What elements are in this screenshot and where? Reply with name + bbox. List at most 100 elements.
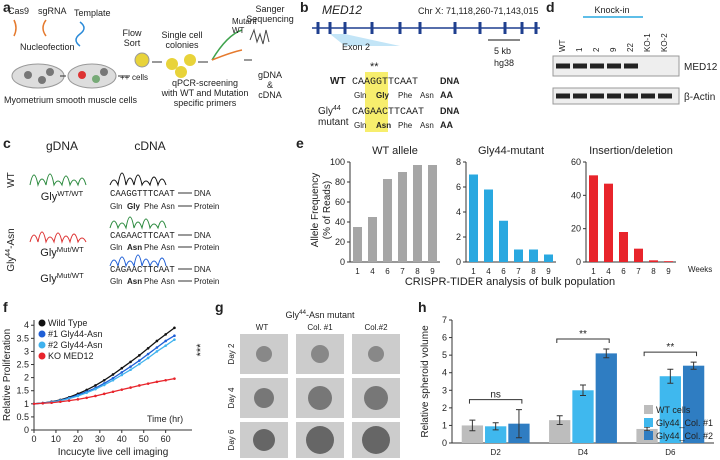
y-tick-label: 2 [442,403,447,413]
label: Gly [376,91,389,100]
label-base: Gly [41,191,58,203]
label: & [267,80,273,90]
y-tick-label: 3 [24,346,29,356]
label: mutant [318,117,349,128]
panel-label: d [546,0,555,15]
label: Protein [194,202,219,211]
legend-label: #1 Gly44-Asn [48,329,103,339]
label: 22 [626,43,635,52]
label: Asn [127,277,142,286]
label: WT [6,172,17,188]
point [41,401,45,405]
bar [619,232,628,262]
point [155,380,159,384]
point [164,339,167,343]
axis [349,162,440,263]
label: MED12 [684,62,718,73]
label: Phe [144,277,159,286]
point [111,378,115,382]
label: Sort [124,38,141,48]
y-tick-label: 20 [335,237,345,247]
label: Asn [420,121,434,130]
annotation: ** [579,329,587,340]
label: gDNA [258,70,282,80]
label: WT [558,39,567,52]
point [129,368,132,372]
label: Day 6 [227,429,236,450]
point [146,352,150,356]
label: WT [232,26,245,35]
legend-swatch [644,405,653,414]
y-tick-label: 40 [335,217,345,227]
error-bar [469,419,476,432]
label: Day 4 [227,387,236,408]
panel-label: b [300,0,309,15]
legend-label: Wild Type [48,318,87,328]
x-tick-label: 9 [666,267,671,276]
label: Phe [398,91,413,100]
error-bar [690,361,697,370]
point [164,344,167,347]
x-tick-label: 1 [471,267,476,276]
label: GlyMut/WT [40,245,84,259]
bar [649,260,658,262]
legend-dot [38,352,46,360]
label: Exon 2 [342,42,370,52]
legend-dot [38,319,46,327]
label: Nucleofection [20,42,75,52]
label: GlyWT/WT [41,189,84,203]
label: Asn [420,91,434,100]
label-sup: 44 [299,309,307,316]
point [138,384,141,387]
label: gDNA [46,139,78,153]
error-bar [603,348,610,359]
bracket [468,399,523,404]
panel-a-art [11,19,270,89]
label: DNA [440,76,460,86]
label: Col. #1 [307,323,333,332]
error-bar [556,415,563,426]
x-tick-label: 6 [385,267,390,276]
label: colonies [165,40,199,50]
point [155,339,159,343]
annotation: ns [490,390,501,401]
label-sup: Mut/WT [57,245,84,254]
label: with WT and Mutation [161,88,249,98]
label: 9 [609,47,618,52]
bar [634,248,643,262]
label: Gln [110,277,122,286]
point [85,396,88,400]
label: Mutant [232,17,257,26]
label: Sequencing [246,14,294,24]
panel-b-art [312,22,540,132]
panel-d-art [552,16,680,105]
label-sup: WT/WT [57,189,83,198]
annotation: Time (hr) [147,414,183,424]
legend-label: #2 Gly44-Asn [48,340,103,350]
label: Cas9 [8,6,29,16]
panel-label: e [296,135,304,151]
bar [572,390,594,443]
legend-swatch [644,431,653,440]
label: 2 [592,47,601,52]
x-tick-label: 9 [430,267,435,276]
label: Template [74,8,111,18]
x-tick-label: 6 [501,267,506,276]
label: CAGAACTTCAAT [352,107,424,118]
point [173,338,176,341]
label: cDNA [134,139,165,153]
label: DNA [194,231,212,240]
label: Weeks [688,265,712,274]
point [76,398,80,401]
point [111,373,115,376]
x-tick-label: 8 [651,267,656,276]
x-tick-label: 4 [606,267,611,276]
bracket [643,351,698,357]
error-bar [515,409,522,439]
x-tick-label: D4 [578,448,589,457]
bar [595,353,617,443]
bar [469,174,478,262]
label: Asn [161,277,175,286]
label-sup: 44 [333,105,341,112]
